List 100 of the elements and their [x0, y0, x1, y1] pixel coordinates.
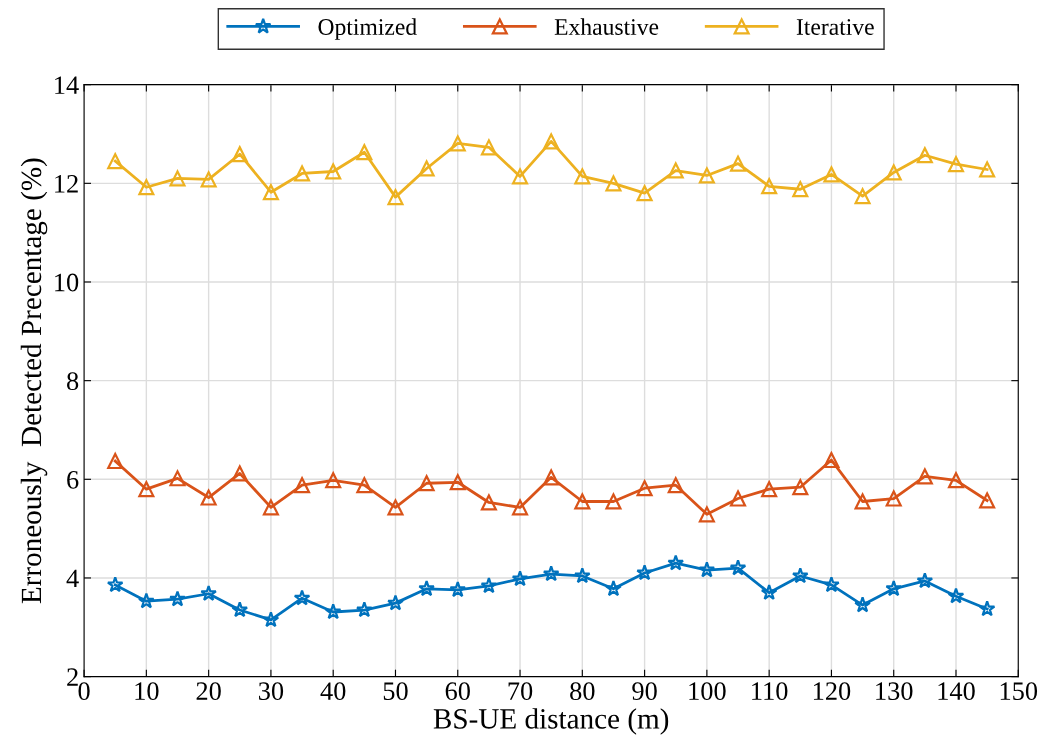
point: [792, 479, 809, 496]
point: [106, 576, 124, 593]
point: [978, 600, 996, 617]
point: [636, 185, 653, 202]
point: [854, 596, 871, 613]
x-tick-label: 70: [508, 682, 533, 701]
point: [698, 561, 716, 578]
point: [449, 135, 466, 152]
point: [138, 481, 155, 498]
point: [947, 587, 965, 604]
x-tick-label: 130: [876, 682, 913, 701]
point: [137, 592, 155, 609]
point: [761, 481, 778, 498]
point: [698, 506, 715, 523]
point: [823, 452, 840, 469]
point: [854, 188, 871, 205]
point: [543, 133, 560, 150]
point: [761, 178, 778, 195]
point: [262, 184, 279, 201]
point: [636, 564, 653, 581]
x-tick-label: 150: [1000, 682, 1038, 701]
y-tick-label: 14: [55, 76, 79, 94]
point: [294, 477, 311, 494]
point: [200, 585, 218, 602]
point: [792, 181, 809, 198]
point: [356, 144, 373, 161]
point: [916, 147, 933, 164]
point: [916, 468, 933, 485]
x-tick-label: 90: [632, 682, 657, 701]
point: [325, 163, 342, 180]
point: [511, 570, 529, 587]
y-tick-label: 4: [66, 569, 79, 588]
point: [542, 565, 560, 582]
point: [262, 611, 280, 628]
x-tick-label: 140: [938, 682, 975, 701]
x-tick-label: 110: [752, 682, 788, 701]
point: [449, 581, 467, 598]
point: [605, 580, 622, 597]
point: [356, 477, 373, 494]
y-axis-title: Erroneously Detected Precentage (%): [20, 158, 48, 604]
point: [916, 572, 934, 589]
point: [573, 567, 591, 584]
point: [387, 189, 404, 206]
point: [543, 469, 560, 486]
x-tick-label: 60: [445, 682, 470, 701]
point: [418, 160, 435, 177]
point: [605, 175, 622, 192]
point: [107, 153, 124, 170]
point: [418, 580, 435, 597]
point: [947, 156, 965, 173]
point: [387, 499, 404, 516]
point: [200, 171, 217, 188]
point: [262, 499, 279, 516]
point: [636, 480, 653, 497]
point: [511, 499, 529, 516]
point: [231, 601, 249, 618]
point: [729, 155, 747, 172]
legend-label: Optimized: [318, 18, 417, 40]
point: [667, 162, 684, 179]
x-tick-label: 100: [689, 682, 726, 701]
point: [231, 465, 248, 482]
y-tick-label: 10: [55, 273, 79, 292]
point: [729, 559, 747, 576]
x-tick-label: 80: [570, 682, 595, 701]
x-tick-label: 10: [135, 682, 159, 701]
x-tick-label: 120: [813, 682, 851, 701]
point: [200, 489, 217, 506]
x-axis-title: BS-UE distance (m): [433, 708, 669, 735]
point: [729, 490, 747, 507]
y-tick-label: 2: [67, 668, 78, 686]
point: [511, 168, 529, 185]
x-tick-label: 0: [78, 682, 90, 701]
point: [885, 164, 902, 181]
point: [760, 584, 778, 601]
point: [324, 603, 342, 620]
point: [885, 490, 902, 507]
point: [355, 601, 373, 618]
point: [947, 472, 965, 489]
point: [667, 554, 685, 571]
point: [169, 590, 186, 607]
point: [169, 470, 186, 487]
point: [979, 492, 996, 509]
point: [854, 493, 871, 510]
point: [418, 475, 435, 492]
y-tick-label: 6: [67, 470, 79, 489]
point: [325, 472, 342, 489]
point: [480, 494, 497, 511]
point: [791, 567, 809, 584]
legend-label: Iterative: [796, 19, 874, 35]
point: [698, 167, 715, 184]
point: [979, 161, 996, 178]
y-tick-label: 12: [55, 175, 78, 193]
point: [823, 166, 840, 183]
point: [574, 493, 591, 510]
point: [823, 576, 840, 593]
point: [480, 577, 498, 594]
x-tick-label: 20: [196, 682, 221, 701]
point: [574, 168, 591, 185]
y-tick-label: 8: [67, 372, 79, 391]
point: [107, 453, 124, 470]
